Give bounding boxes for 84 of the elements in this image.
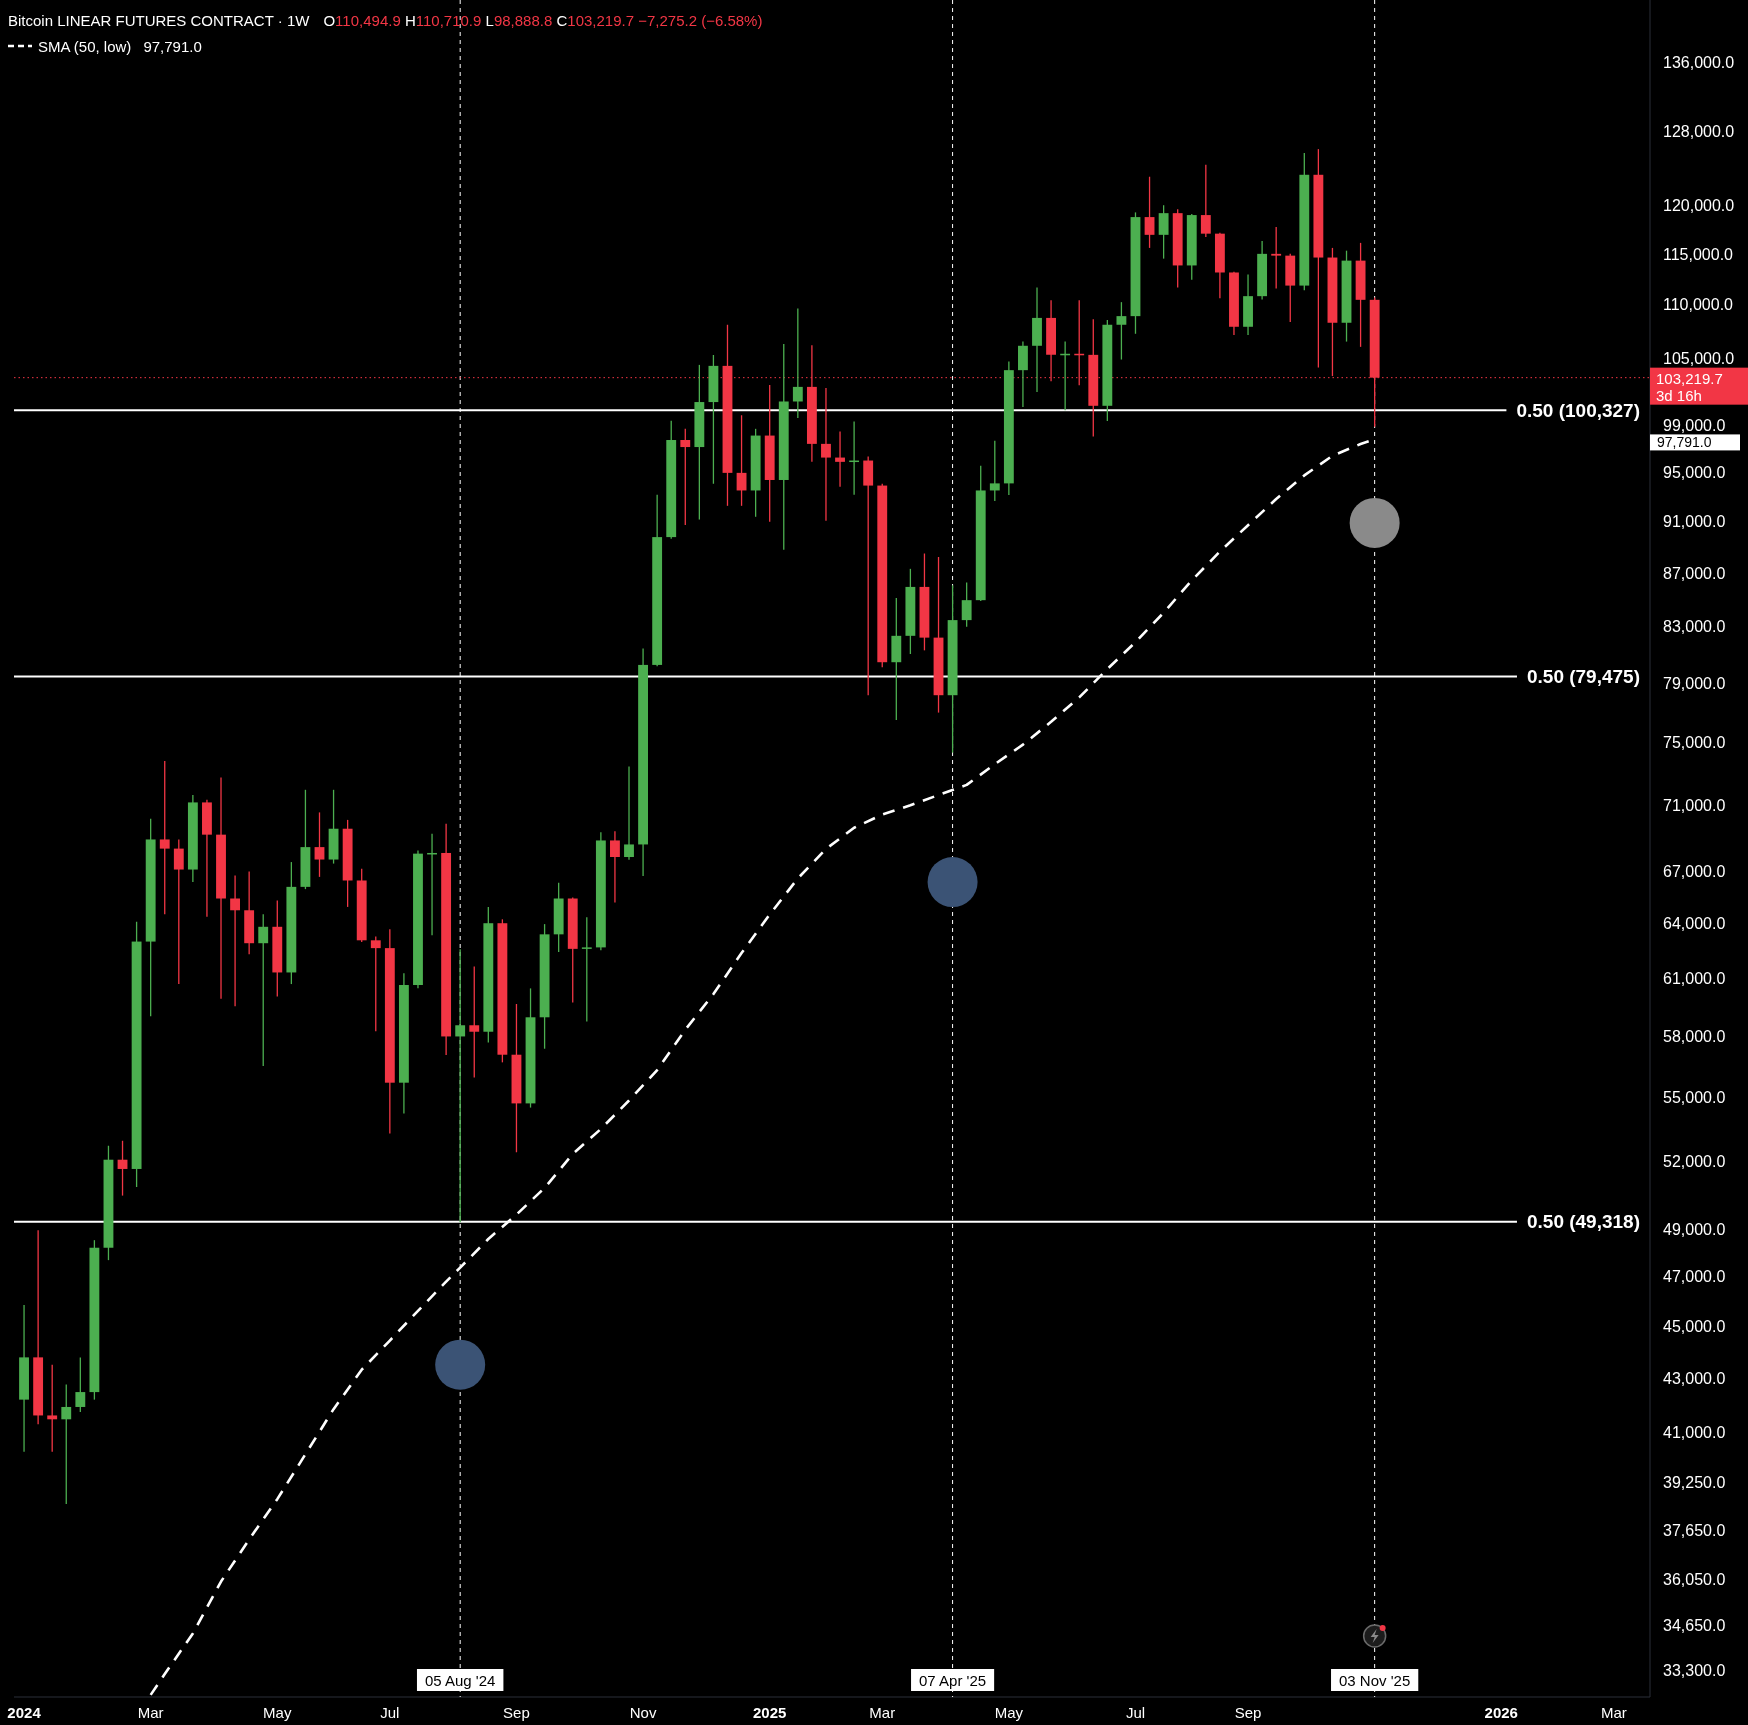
candlestick: [173, 838, 184, 985]
candlestick: [258, 913, 269, 1067]
y-tick-label: 115,000.0: [1663, 245, 1734, 263]
y-tick-label: 110,000.0: [1663, 296, 1734, 314]
x-tick-label: 2026: [1484, 1703, 1518, 1721]
candlestick: [230, 874, 241, 1007]
candlestick: [1200, 164, 1211, 238]
y-tick-label: 49,000.0: [1663, 1220, 1726, 1238]
candlestick: [581, 916, 592, 1023]
x-tick-label: Jul: [380, 1703, 400, 1721]
candlestick: [47, 1364, 58, 1453]
y-tick-label: 34,650.0: [1663, 1616, 1726, 1634]
y-tick-label: 99,000.0: [1663, 416, 1726, 434]
x-tick-label: Sep: [503, 1703, 530, 1721]
x-tick-label: Mar: [1600, 1703, 1627, 1721]
y-tick-label: 41,000.0: [1663, 1424, 1726, 1442]
candlestick: [314, 811, 325, 878]
y-tick-label: 128,000.0: [1663, 123, 1735, 141]
point: [1349, 497, 1400, 548]
y-tick-label: 79,000.0: [1663, 674, 1726, 692]
y-tick-label: 67,000.0: [1663, 863, 1726, 881]
ref-line-label: 0.50 (79,475): [1526, 665, 1640, 687]
x-tick-label: Mar: [137, 1703, 164, 1721]
y-tick-label: 75,000.0: [1663, 734, 1726, 752]
y-tick-label: 36,050.0: [1663, 1571, 1726, 1589]
candlestick: [610, 830, 620, 904]
candlestick: [370, 935, 381, 1032]
y-tick-label: 71,000.0: [1663, 796, 1726, 814]
candlestick: [159, 760, 170, 915]
y-tick-label: 95,000.0: [1663, 464, 1726, 482]
point: [435, 1339, 486, 1390]
ref-line-label: 0.50 (100,327): [1516, 399, 1640, 421]
x-tick-label: Mar: [869, 1703, 896, 1721]
candlestick: [1144, 176, 1155, 249]
y-tick-label: 83,000.0: [1663, 618, 1726, 636]
y-tick-label: 37,650.0: [1663, 1521, 1726, 1539]
candlestick: [680, 428, 691, 526]
legend-label: SMA (50, low): [38, 37, 132, 55]
annotation: 97,791.0: [143, 37, 202, 55]
x-tick-label: 2024: [7, 1703, 42, 1721]
y-tick-label: 58,000.0: [1663, 1027, 1726, 1045]
candlestick: [455, 948, 466, 1223]
text: 97,791.0: [1657, 434, 1712, 451]
x-tick-label: May: [994, 1703, 1024, 1721]
candlestick: [1158, 204, 1169, 260]
y-tick-label: 61,000.0: [1663, 970, 1726, 988]
ref-line-label: 103,219.7 3d 16h: [1656, 369, 1723, 404]
y-tick-label: 43,000.0: [1663, 1369, 1726, 1387]
candlestick: [792, 307, 803, 419]
text: O110,494.9 H110,710.9 L98,888.8 C103,219.7 −7,275.2 (−6.58%): [323, 11, 763, 29]
x-tick-label: Nov: [629, 1703, 657, 1721]
x-tick-label: May: [263, 1703, 292, 1721]
candlestick: [61, 1383, 72, 1505]
candlestick: [989, 440, 1000, 502]
y-tick-label: 47,000.0: [1663, 1268, 1726, 1286]
candlestick: [961, 581, 972, 628]
y-tick-label: 55,000.0: [1663, 1088, 1726, 1106]
candlestick: [1116, 301, 1127, 361]
x-tick-label: Jul: [1125, 1703, 1146, 1721]
text: Bitcoin LINEAR FUTURES CONTRACT · 1W: [8, 11, 311, 29]
x-tick-label: Sep: [1234, 1703, 1262, 1721]
y-tick-label: 120,000.0: [1663, 197, 1735, 215]
candlestick: [1271, 226, 1282, 290]
ref-line-label: 05 Aug '24: [424, 1671, 496, 1689]
y-tick-label: 136,000.0: [1663, 53, 1735, 71]
y-tick-label: 52,000.0: [1663, 1152, 1726, 1170]
candlestick: [469, 965, 480, 1079]
y-tick-label: 105,000.0: [1663, 349, 1735, 367]
candlestick: [75, 1356, 86, 1413]
ref-line-label: 0.50 (49,318): [1526, 1211, 1640, 1233]
ref-line-label: 03 Nov '25: [1339, 1671, 1411, 1689]
y-tick-label: 91,000.0: [1663, 513, 1726, 531]
x-tick-label: 2025: [753, 1703, 787, 1721]
y-tick-label: 64,000.0: [1663, 915, 1726, 933]
candlestick: [624, 765, 634, 861]
candlestick: [835, 430, 845, 488]
ref-line-label: 07 Apr '25: [919, 1671, 987, 1689]
candlestick: [821, 387, 831, 522]
y-tick-label: 33,300.0: [1663, 1662, 1726, 1680]
y-tick-label: 87,000.0: [1663, 564, 1726, 582]
candlestick: [863, 455, 874, 696]
y-tick-label: 45,000.0: [1663, 1317, 1726, 1335]
y-tick-label: 39,250.0: [1663, 1474, 1726, 1492]
point: [927, 857, 978, 908]
